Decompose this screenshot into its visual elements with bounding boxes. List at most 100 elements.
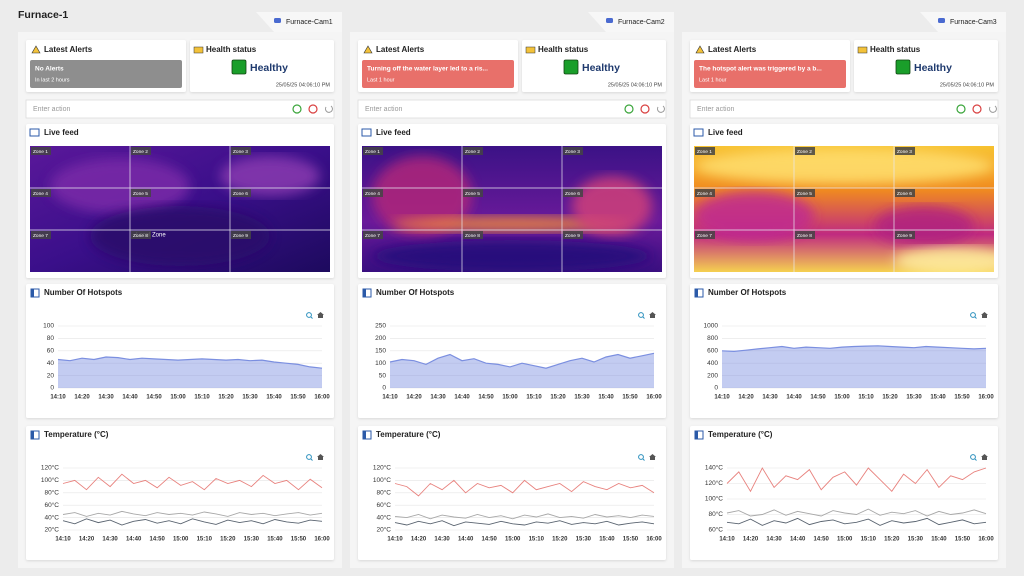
x-tick-label: 15:40 bbox=[266, 395, 282, 401]
y-tick-label: 80 bbox=[47, 335, 55, 342]
action-placeholder: Enter action bbox=[697, 106, 734, 113]
action-input[interactable] bbox=[689, 99, 999, 119]
zone-label: Zone 5 bbox=[133, 191, 148, 197]
zone-tag bbox=[363, 231, 383, 239]
x-tick-label: 15:30 bbox=[574, 395, 590, 401]
zoom-handle bbox=[642, 458, 645, 461]
x-tick-label: 15:40 bbox=[598, 395, 614, 401]
x-tick-label: 14:10 bbox=[382, 395, 398, 401]
confirm-button[interactable] bbox=[624, 104, 634, 114]
alerts-heading: Latest Alerts bbox=[376, 45, 425, 54]
action-input[interactable] bbox=[25, 99, 335, 119]
zoom-button[interactable] bbox=[306, 312, 312, 318]
x-tick-label: 15:30 bbox=[244, 537, 260, 543]
zone-tag bbox=[795, 231, 815, 239]
y-tick-label: 0 bbox=[714, 385, 718, 392]
feed-heading: Live feed bbox=[376, 128, 411, 137]
y-tick-label: 60°C bbox=[44, 501, 59, 509]
camera-icon bbox=[274, 18, 281, 23]
y-tick-label: 20°C bbox=[376, 526, 391, 534]
reset-button[interactable] bbox=[989, 105, 997, 113]
line bbox=[394, 513, 655, 520]
feed-heading: Live feed bbox=[44, 128, 79, 137]
zone-tag bbox=[795, 189, 815, 197]
x-tick-label: 15:40 bbox=[930, 395, 946, 401]
x-tick-label: 15:30 bbox=[576, 537, 592, 543]
health-status: Healthy bbox=[582, 62, 620, 74]
y-tick-label: 40 bbox=[47, 360, 55, 367]
x-tick-label: 14:40 bbox=[454, 395, 470, 401]
x-tick-label: 14:30 bbox=[98, 395, 114, 401]
zoom-handle bbox=[310, 316, 313, 319]
hotspots-heading: Number Of Hotspots bbox=[376, 288, 455, 297]
zoom-button[interactable] bbox=[970, 312, 976, 318]
alert-icon bbox=[363, 45, 373, 54]
heat-blob bbox=[50, 158, 190, 214]
confirm-button[interactable] bbox=[292, 104, 302, 114]
x-tick-label: 14:30 bbox=[102, 537, 118, 543]
icon bbox=[695, 431, 698, 439]
zone-tag bbox=[31, 147, 51, 155]
y-tick-label: 600 bbox=[707, 348, 718, 355]
reset-button[interactable] bbox=[325, 105, 333, 113]
zone-label: Zone 2 bbox=[133, 149, 148, 155]
cancel-button[interactable] bbox=[308, 104, 318, 114]
camera-name: Furnace-Cam3 bbox=[950, 19, 997, 26]
y-tick-label: 1000 bbox=[704, 323, 719, 330]
health-heading: Health status bbox=[538, 45, 589, 54]
area bbox=[722, 345, 986, 388]
action-input[interactable] bbox=[357, 99, 667, 119]
heat-blob bbox=[694, 191, 814, 241]
x-tick-label: 15:00 bbox=[834, 395, 850, 401]
y-tick-label: 60°C bbox=[376, 501, 391, 509]
zoom-button[interactable] bbox=[306, 454, 312, 460]
line bbox=[726, 467, 987, 493]
zoom-button[interactable] bbox=[638, 454, 644, 460]
cancel-button[interactable] bbox=[640, 104, 650, 114]
x-tick-label: 14:20 bbox=[406, 395, 422, 401]
zoom-button[interactable] bbox=[638, 312, 644, 318]
x-tick-label: 14:20 bbox=[738, 395, 754, 401]
health-indicator bbox=[895, 59, 911, 75]
area bbox=[58, 357, 322, 388]
home-button[interactable] bbox=[317, 312, 324, 318]
x-tick-label: 15:10 bbox=[526, 395, 542, 401]
zone-tag bbox=[31, 231, 51, 239]
cancel-button[interactable] bbox=[972, 104, 982, 114]
x-tick-label: 14:50 bbox=[150, 537, 166, 543]
card bbox=[854, 40, 998, 92]
zone-tag bbox=[231, 231, 251, 239]
zone-label: Zone 1 bbox=[33, 149, 48, 155]
x-tick-label: 14:30 bbox=[434, 537, 450, 543]
x-tick-label: 14:10 bbox=[387, 537, 403, 543]
confirm-button[interactable] bbox=[956, 104, 966, 114]
zone-tag bbox=[131, 231, 151, 239]
line bbox=[721, 345, 987, 353]
zone-tag bbox=[231, 189, 251, 197]
home-button[interactable] bbox=[981, 454, 988, 460]
reset-button[interactable] bbox=[657, 105, 665, 113]
x-tick-label: 15:30 bbox=[906, 395, 922, 401]
home-button[interactable] bbox=[981, 312, 988, 318]
home-button[interactable] bbox=[649, 454, 656, 460]
home-button[interactable] bbox=[649, 312, 656, 318]
home-button[interactable] bbox=[317, 454, 324, 460]
zoom-button[interactable] bbox=[970, 454, 976, 460]
x-tick-label: 14:30 bbox=[430, 395, 446, 401]
line bbox=[726, 517, 987, 526]
camera-name: Furnace-Cam1 bbox=[286, 19, 333, 26]
zone-tag bbox=[895, 231, 915, 239]
feed-icon bbox=[361, 128, 372, 137]
health-indicator bbox=[231, 59, 247, 75]
x-tick-label: 16:00 bbox=[314, 537, 330, 543]
x-tick-label: 14:40 bbox=[122, 395, 138, 401]
y-tick-label: 100°C bbox=[373, 476, 391, 484]
x-tick-label: 15:30 bbox=[242, 395, 258, 401]
x-tick-label: 15:50 bbox=[290, 395, 306, 401]
icon bbox=[363, 289, 366, 297]
y-tick-label: 100°C bbox=[41, 476, 59, 484]
x-tick-label: 16:00 bbox=[978, 395, 994, 401]
feed-icon bbox=[29, 128, 40, 137]
health-icon bbox=[857, 46, 868, 54]
y-tick-label: 120°C bbox=[705, 479, 723, 487]
